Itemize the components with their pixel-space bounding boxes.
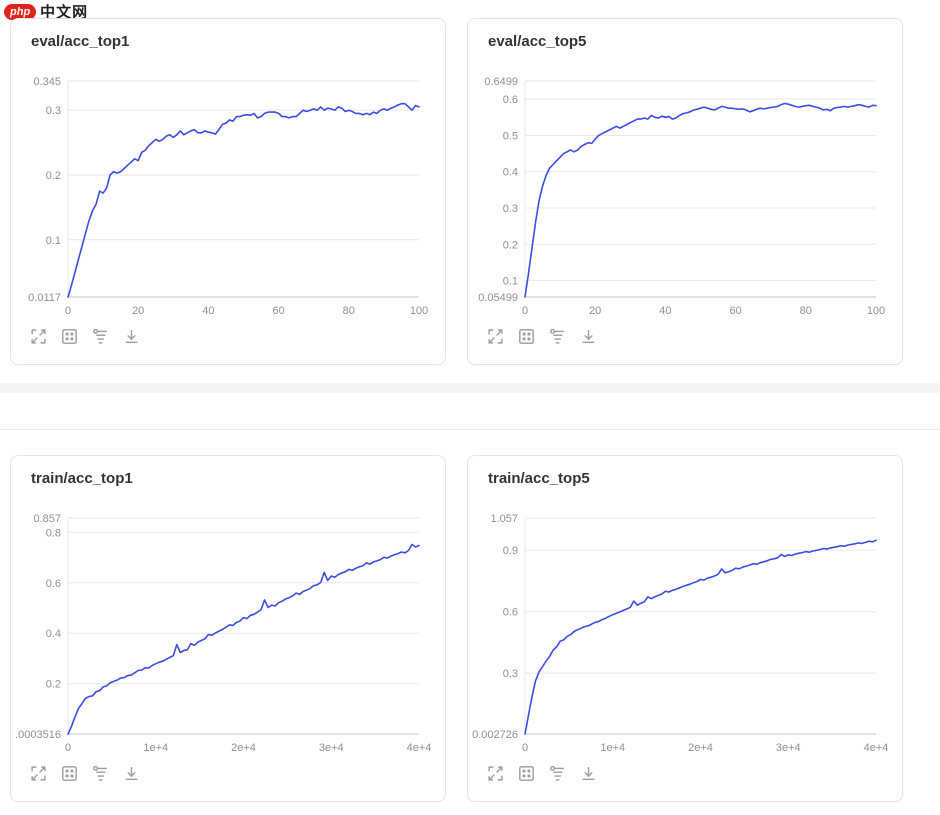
filter-icon (549, 328, 564, 344)
filter-icon (549, 765, 564, 781)
line-chart-train-acc-top5[interactable]: 1.057 0.9 0.6 0.3 0.002726 0 1e+4 2e+4 3e+4 4e+4 (468, 504, 902, 756)
svg-text:40: 40 (202, 305, 214, 317)
svg-text:0.6: 0.6 (46, 578, 61, 590)
chart-title: train/acc_top1 (31, 470, 133, 487)
svg-text:2e+4: 2e+4 (688, 742, 713, 754)
chart-card-train-acc-top5: train/acc_top5 1.057 0.9 0.6 0.3 0.002726 0 1e… (467, 455, 903, 802)
svg-text:0.1: 0.1 (46, 235, 61, 247)
fullscreen-icon (487, 328, 503, 344)
svg-text:80: 80 (800, 305, 812, 317)
svg-text:20: 20 (589, 305, 601, 317)
svg-text:0.6: 0.6 (503, 94, 518, 106)
svg-text:3e+4: 3e+4 (319, 742, 344, 754)
download-icon (125, 766, 137, 780)
download-button[interactable] (579, 764, 597, 782)
svg-text:0.4: 0.4 (46, 628, 61, 640)
restore-icon (61, 765, 77, 781)
filter-icon (92, 328, 107, 344)
svg-text:0.002726: 0.002726 (472, 729, 518, 741)
restore-button[interactable] (517, 327, 535, 345)
svg-text:0.0117: 0.0117 (28, 292, 61, 304)
svg-text:0.8: 0.8 (46, 527, 61, 539)
chart-title: eval/acc_top1 (31, 33, 130, 50)
svg-text:4e+4: 4e+4 (407, 742, 432, 754)
svg-text:1e+4: 1e+4 (143, 742, 168, 754)
svg-text:20: 20 (132, 305, 144, 317)
restore-button[interactable] (517, 764, 535, 782)
fullscreen-button[interactable] (29, 764, 47, 782)
svg-text:0.5: 0.5 (503, 130, 518, 142)
svg-text:0.4: 0.4 (503, 167, 518, 179)
svg-text:0.1: 0.1 (503, 276, 518, 288)
fullscreen-icon (487, 765, 503, 781)
svg-text:100: 100 (867, 305, 885, 317)
fullscreen-button[interactable] (486, 764, 504, 782)
php-cn-logo[interactable]: php 中文网 (4, 1, 88, 22)
svg-text:0.3: 0.3 (46, 105, 61, 117)
svg-text:100: 100 (410, 305, 428, 317)
svg-text:0: 0 (522, 742, 528, 754)
restore-icon (518, 765, 534, 781)
line-chart-train-acc-top1[interactable]: 0.857 0.8 0.6 0.4 0.2 .0003516 0 1e+4 2e+4 3e+4 4e… (11, 504, 445, 756)
svg-text:1.057: 1.057 (490, 513, 518, 525)
svg-text:2e+4: 2e+4 (231, 742, 256, 754)
svg-text:60: 60 (729, 305, 741, 317)
chart-card-eval-acc-top5: eval/acc_top5 0.6499 0.6 0.5 0.4 0.3 0.2 0.1 0.… (467, 18, 903, 365)
svg-text:80: 80 (343, 305, 355, 317)
svg-text:60: 60 (272, 305, 284, 317)
filter-button[interactable] (548, 327, 566, 345)
svg-text:4e+4: 4e+4 (864, 742, 889, 754)
restore-button[interactable] (60, 764, 78, 782)
download-icon (125, 329, 137, 343)
php-logo-badge: php (4, 3, 37, 20)
chart-card-eval-acc-top1: eval/acc_top1 0.345 0.3 0.2 0.1 0.0117 0 20 40 6… (10, 18, 446, 365)
svg-text:0.2: 0.2 (46, 170, 61, 182)
svg-text:0.9: 0.9 (503, 545, 518, 557)
chart-toolbar (29, 764, 140, 782)
svg-text:0.6: 0.6 (503, 607, 518, 619)
restore-icon (61, 328, 77, 344)
php-logo-text: 中文网 (40, 4, 89, 21)
section-divider-band (0, 383, 940, 393)
chart-card-train-acc-top1: train/acc_top1 0.857 0.8 0.6 0.4 0.2 .0003516… (10, 455, 446, 802)
svg-text:0.2: 0.2 (503, 239, 518, 251)
chart-toolbar (486, 327, 597, 345)
chart-toolbar (486, 764, 597, 782)
svg-text:1e+4: 1e+4 (600, 742, 625, 754)
download-button[interactable] (122, 327, 140, 345)
filter-button[interactable] (548, 764, 566, 782)
restore-icon (518, 328, 534, 344)
line-chart-eval-acc-top1[interactable]: 0.345 0.3 0.2 0.1 0.0117 0 20 40 60 80 100 (11, 67, 445, 319)
svg-text:0: 0 (522, 305, 528, 317)
filter-button[interactable] (91, 764, 109, 782)
svg-text:0.3: 0.3 (503, 668, 518, 680)
chart-title: eval/acc_top5 (488, 33, 587, 50)
fullscreen-button[interactable] (486, 327, 504, 345)
filter-button[interactable] (91, 327, 109, 345)
svg-text:0: 0 (65, 305, 71, 317)
restore-button[interactable] (60, 327, 78, 345)
svg-text:0.345: 0.345 (33, 76, 61, 88)
fullscreen-icon (30, 765, 46, 781)
fullscreen-button[interactable] (29, 327, 47, 345)
svg-text:.0003516: .0003516 (15, 729, 61, 741)
svg-text:0.05499: 0.05499 (478, 292, 518, 304)
download-button[interactable] (122, 764, 140, 782)
svg-text:0.3: 0.3 (503, 203, 518, 215)
line-chart-eval-acc-top5[interactable]: 0.6499 0.6 0.5 0.4 0.3 0.2 0.1 0.05499 0 20 40 60 80… (468, 67, 902, 319)
download-button[interactable] (579, 327, 597, 345)
svg-text:40: 40 (659, 305, 671, 317)
section-divider-line (0, 429, 940, 430)
svg-text:3e+4: 3e+4 (776, 742, 801, 754)
svg-text:0.857: 0.857 (33, 513, 61, 525)
chart-title: train/acc_top5 (488, 470, 590, 487)
filter-icon (92, 765, 107, 781)
svg-text:0: 0 (65, 742, 71, 754)
download-icon (582, 329, 594, 343)
fullscreen-icon (30, 328, 46, 344)
svg-text:0.6499: 0.6499 (484, 76, 518, 88)
svg-text:0.2: 0.2 (46, 679, 61, 691)
download-icon (582, 766, 594, 780)
chart-toolbar (29, 327, 140, 345)
